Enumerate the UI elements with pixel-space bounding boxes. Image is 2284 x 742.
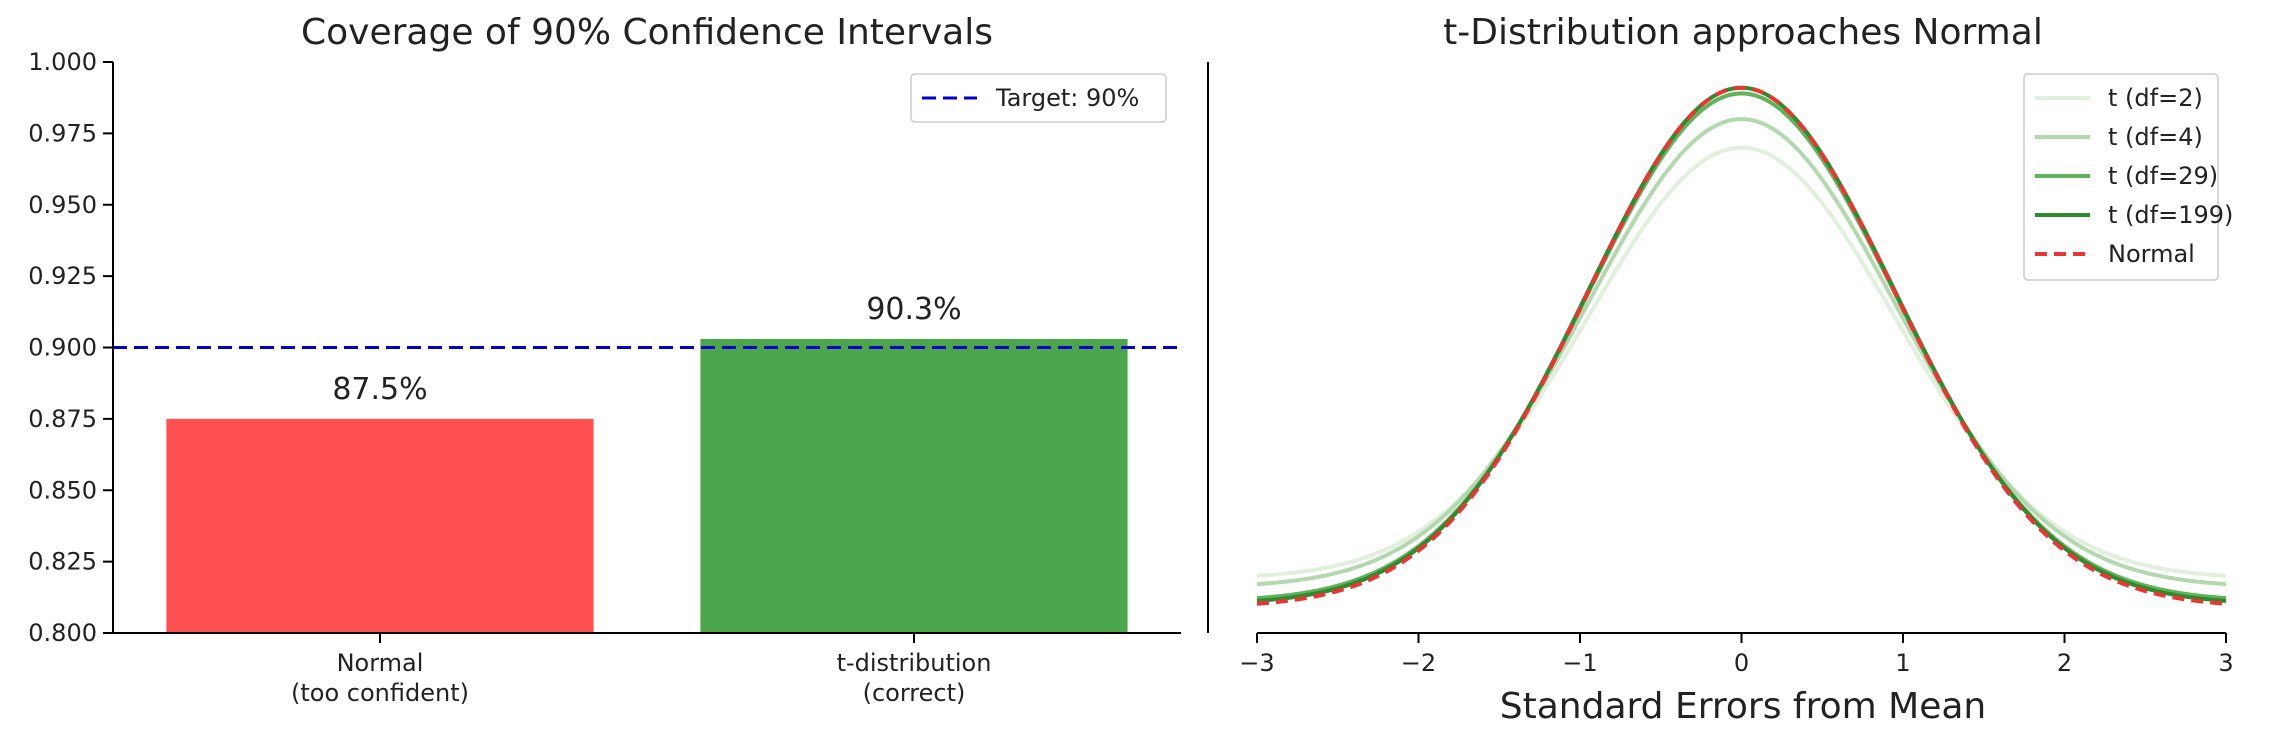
- legend-label: t (df=4): [2108, 123, 2203, 151]
- legend-label: t (df=199): [2108, 201, 2233, 229]
- right-x-tick-label: 3: [2218, 649, 2233, 677]
- series-line: [1256, 117, 2227, 587]
- right-x-tick-label: 1: [1895, 649, 1910, 677]
- left-y-tick-label: 0.800: [28, 619, 97, 647]
- left-y-tick-label: 0.950: [28, 191, 97, 219]
- left-y-tick-label: 0.975: [28, 119, 97, 147]
- right-chart: t-Distribution approaches Normal −3 −2 −1 0…: [1239, 12, 2233, 727]
- left-y-tick-label: 0.875: [28, 405, 97, 433]
- right-x-tick-label: −3: [1239, 649, 1274, 677]
- legend-label: Normal: [2108, 240, 2195, 268]
- left-x-tick-label: Normal (too confident): [291, 649, 469, 707]
- left-y-tick-label: 1.000: [28, 48, 97, 76]
- bar-data-label: 90.3%: [866, 292, 961, 327]
- left-y-tick-label: 0.925: [28, 262, 97, 290]
- right-legend-box: [2023, 73, 2219, 281]
- right-legend: t (df=2) t (df=4) t (df=29) t (df=199) Norma…: [2023, 73, 2233, 281]
- right-x-axis-label: Standard Errors from Mean: [1500, 686, 1986, 727]
- bar: [700, 338, 1128, 633]
- left-y-tick-label: 0.825: [28, 548, 97, 576]
- left-legend-box: [910, 73, 1167, 123]
- right-x-tick-label: −1: [1562, 649, 1597, 677]
- left-x-tick-label: t-distribution (correct): [837, 649, 992, 707]
- right-x-tick-label: −2: [1401, 649, 1436, 677]
- legend-label: t (df=29): [2108, 162, 2218, 190]
- left-legend-label: Target: 90%: [995, 84, 1139, 112]
- series-line: [1256, 85, 2227, 606]
- legend-label: t (df=2): [2108, 84, 2203, 112]
- bar-data-label: 87.5%: [332, 372, 427, 407]
- right-x-tick-label: 0: [1734, 649, 1749, 677]
- series-line: [1256, 145, 2227, 578]
- left-y-tick-label: 0.900: [28, 334, 97, 362]
- left-chart-title: Coverage of 90% Confidence Intervals: [301, 12, 993, 53]
- bar: [166, 418, 594, 633]
- left-legend: Target: 90%: [910, 73, 1167, 123]
- right-x-tick-label: 2: [2057, 649, 2072, 677]
- left-chart: Coverage of 90% Confidence Intervals 87.…: [28, 12, 1181, 707]
- left-y-tick-label: 0.850: [28, 476, 97, 504]
- right-chart-title: t-Distribution approaches Normal: [1443, 12, 2043, 53]
